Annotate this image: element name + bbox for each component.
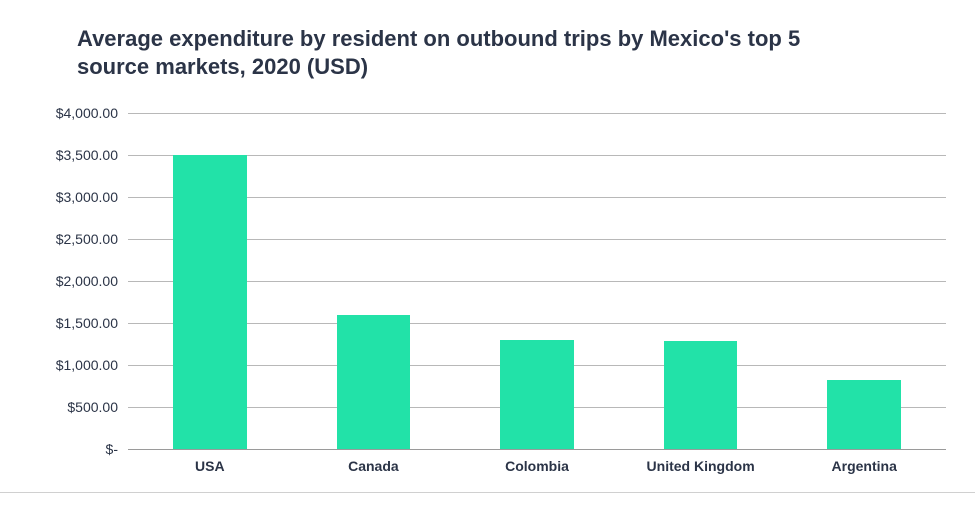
- gridline: [128, 197, 946, 198]
- x-tick-label: Argentina: [832, 458, 897, 474]
- plot-area: [128, 113, 946, 449]
- x-tick-label: USA: [195, 458, 225, 474]
- gridline: [128, 155, 946, 156]
- bar: [337, 315, 411, 449]
- y-tick-label: $500.00: [0, 399, 118, 415]
- y-tick-label: $1,000.00: [0, 357, 118, 373]
- axis-baseline: [128, 449, 946, 450]
- y-tick-label: $3,000.00: [0, 189, 118, 205]
- y-tick-label: $3,500.00: [0, 147, 118, 163]
- x-tick-label: Canada: [348, 458, 399, 474]
- bar: [173, 155, 247, 449]
- gridline: [128, 323, 946, 324]
- bar: [664, 341, 738, 449]
- x-tick-label: United Kingdom: [647, 458, 755, 474]
- y-tick-label: $-: [0, 441, 118, 457]
- gridline: [128, 113, 946, 114]
- chart-title: Average expenditure by resident on outbo…: [77, 25, 877, 80]
- y-tick-label: $1,500.00: [0, 315, 118, 331]
- y-tick-label: $2,500.00: [0, 231, 118, 247]
- y-tick-label: $4,000.00: [0, 105, 118, 121]
- gridline: [128, 239, 946, 240]
- y-tick-label: $2,000.00: [0, 273, 118, 289]
- expenditure-bar-chart: Average expenditure by resident on outbo…: [0, 0, 975, 513]
- x-tick-label: Colombia: [505, 458, 569, 474]
- gridline: [128, 281, 946, 282]
- bar: [827, 380, 901, 449]
- chart-bottom-rule: [0, 492, 975, 493]
- bar: [500, 340, 574, 449]
